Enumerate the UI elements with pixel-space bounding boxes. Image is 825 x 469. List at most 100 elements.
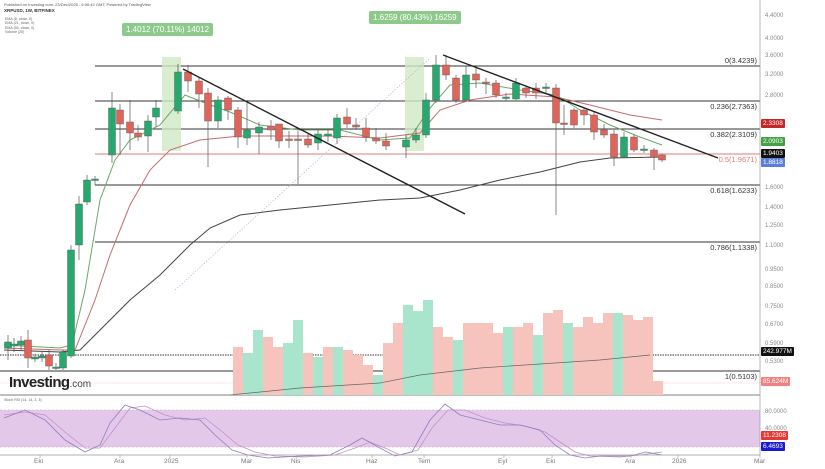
- time-tick-label: Mar: [754, 458, 766, 465]
- price-tick-label: 2.8000: [765, 93, 784, 99]
- volume-bar: [513, 327, 523, 395]
- volume-bar: [413, 311, 423, 395]
- time-tick-label: 2025: [164, 458, 179, 465]
- volume-bar: [273, 347, 283, 395]
- time-tick-label: 2026: [672, 458, 687, 465]
- volume-bar: [263, 337, 273, 395]
- candles: [4, 55, 666, 370]
- candle-down: [492, 82, 500, 96]
- legend-ema50[interactable]: EMA (50, close, 0): [5, 25, 35, 30]
- indicator-legend: EMA (8, close, 0) EMA (21, close, 0) EMA…: [5, 17, 34, 35]
- candle-up: [255, 126, 263, 134]
- symbol-title: XRPUSD, 1W, BITFINEX: [4, 8, 55, 13]
- fib-level-label: 0.618(1.6233): [710, 186, 757, 195]
- candle-down: [482, 81, 490, 84]
- candle-down: [362, 127, 370, 138]
- volume-bar: [653, 381, 663, 395]
- candle-up: [10, 343, 18, 347]
- candle-up: [422, 99, 430, 136]
- candle-up: [214, 99, 222, 122]
- candle-up: [512, 82, 520, 100]
- volume-bar: [333, 347, 343, 395]
- volume-bar: [313, 357, 323, 395]
- candle-down: [580, 109, 588, 116]
- candle-up: [83, 179, 91, 203]
- volume-bar: [443, 337, 453, 395]
- volume-bar: [623, 315, 633, 395]
- price-tag: 1.8818: [761, 158, 785, 167]
- price-tick-label: 3.2000: [765, 72, 784, 78]
- volume-bar: [303, 353, 313, 395]
- volume-bar: [343, 350, 353, 395]
- price-tag: 6.4693: [761, 442, 785, 451]
- price-tick-label: 0.5300: [765, 359, 784, 365]
- candle-down: [552, 87, 560, 124]
- price-tick-label: 0.5900: [765, 341, 784, 347]
- candle-down: [382, 140, 390, 147]
- volume-bar: [643, 317, 653, 395]
- fib-level-label: 0.786(1.1338): [710, 243, 757, 252]
- candle-up: [17, 340, 25, 346]
- volume-bar: [383, 343, 393, 395]
- published-line: Published on Investing.com, 23/Dec/2025 …: [4, 2, 151, 7]
- price-tick-label: 3.6000: [765, 53, 784, 59]
- price-tag: 1.9403: [761, 149, 785, 158]
- time-tick-label: Eki: [546, 458, 556, 465]
- fib-level-label: 0.5(1.9671): [718, 155, 757, 164]
- volume-bar: [553, 310, 563, 395]
- time-tick-label: Nis: [291, 458, 301, 465]
- candle-down: [600, 129, 608, 136]
- stoch-d-line: [3, 405, 663, 458]
- volume-bar: [603, 313, 613, 395]
- fib-level-label: 0(3.4239): [724, 56, 757, 65]
- candle-down: [372, 137, 380, 142]
- candle-up: [91, 178, 99, 181]
- volume-bars: [229, 300, 663, 396]
- price-tag: 2.3308: [761, 119, 785, 128]
- volume-bar: [543, 313, 553, 395]
- price-range-label[interactable]: 1.4012 (70.11%) 14012: [122, 23, 214, 36]
- volume-bar: [433, 327, 443, 395]
- volume-bar: [363, 365, 373, 395]
- trendline: [442, 54, 719, 159]
- legend-volume[interactable]: Volume (20): [5, 30, 25, 35]
- logo-main: Investing: [9, 374, 70, 391]
- candle-up: [333, 117, 341, 139]
- price-range-label[interactable]: 1.6259 (80.43%) 16259: [369, 11, 461, 24]
- stoch-rsi-band: [0, 409, 760, 448]
- candle-down: [590, 114, 598, 133]
- candle-down: [234, 109, 242, 138]
- candle-down: [570, 109, 578, 126]
- candle-down: [630, 136, 638, 151]
- volume-ma-line: [229, 354, 651, 396]
- candle-down: [195, 80, 203, 95]
- stoch-tick-label: 80.0000: [765, 409, 787, 415]
- price-tag: 11.2308: [761, 431, 789, 440]
- candle-down: [204, 92, 212, 122]
- volume-bar: [353, 355, 363, 395]
- candle-up: [402, 139, 410, 148]
- candle-up: [67, 249, 75, 357]
- candle-down: [134, 132, 142, 138]
- candle-down: [304, 138, 312, 146]
- time-tick-label: Eki: [34, 458, 44, 465]
- candle-down: [285, 138, 293, 141]
- candle-up: [432, 64, 440, 101]
- fib-level-label: 0.236(2.7363): [710, 102, 757, 111]
- candle-down: [452, 77, 460, 101]
- candle-up: [144, 120, 152, 137]
- volume-bar: [453, 340, 463, 395]
- candle-up: [174, 71, 182, 112]
- candle-down: [442, 64, 450, 76]
- volume-bar: [233, 347, 243, 395]
- candle-up: [243, 129, 251, 139]
- legend-ema8[interactable]: EMA (8, close, 0): [5, 17, 33, 21]
- time-tick-label: Eyl: [498, 458, 508, 465]
- stoch-overbought-band: [0, 410, 760, 447]
- volume-bar: [633, 320, 643, 395]
- price-tick-label: 0.9500: [765, 267, 784, 273]
- volume-bar: [243, 353, 253, 395]
- trendlines[interactable]: [182, 54, 719, 215]
- legend-ema21[interactable]: EMA (21, close, 0): [5, 21, 35, 26]
